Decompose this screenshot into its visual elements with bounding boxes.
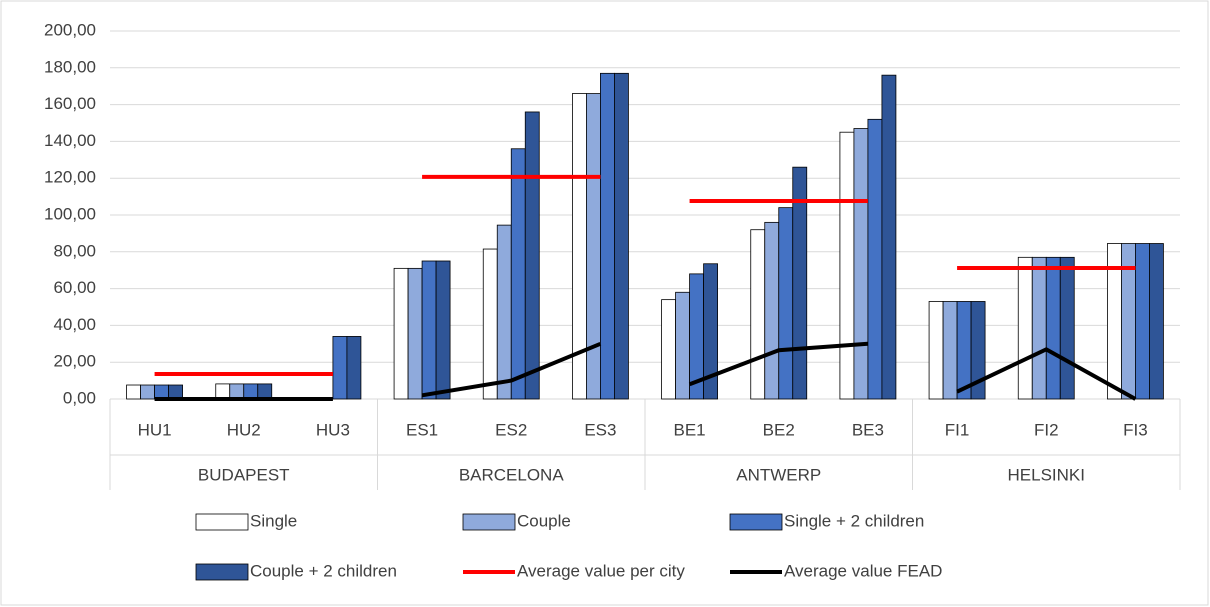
legend-label: Couple + 2 children bbox=[250, 561, 397, 580]
x-tick-label: FI3 bbox=[1123, 420, 1148, 439]
y-tick-label: 0,00 bbox=[63, 388, 96, 407]
bar bbox=[346, 336, 362, 400]
bar bbox=[970, 301, 986, 400]
y-tick-label: 120,00 bbox=[44, 168, 96, 187]
bar bbox=[881, 74, 897, 400]
bar bbox=[867, 118, 883, 400]
bar bbox=[510, 148, 526, 400]
bar bbox=[778, 207, 794, 400]
x-tick-label: ES1 bbox=[406, 420, 438, 439]
x-tick-label: ES2 bbox=[495, 420, 527, 439]
bar bbox=[1149, 243, 1164, 400]
legend-label: Average value FEAD bbox=[784, 561, 942, 580]
y-tick-label: 180,00 bbox=[44, 57, 96, 76]
bar bbox=[168, 384, 183, 400]
bar bbox=[140, 384, 155, 400]
legend-swatch bbox=[195, 513, 249, 531]
bar bbox=[257, 383, 273, 400]
bar bbox=[421, 260, 437, 400]
legend-label: Single + 2 children bbox=[784, 511, 924, 530]
bar bbox=[1045, 256, 1061, 400]
y-tick-label: 40,00 bbox=[53, 315, 96, 334]
bar bbox=[675, 291, 690, 400]
bar bbox=[839, 131, 855, 400]
bar bbox=[792, 166, 808, 400]
y-tick-label: 200,00 bbox=[44, 20, 96, 39]
bar bbox=[243, 383, 259, 400]
y-tick-label: 60,00 bbox=[53, 278, 96, 297]
y-tick-label: 20,00 bbox=[53, 352, 96, 371]
y-tick-label: 80,00 bbox=[53, 241, 96, 260]
x-tick-label: BE1 bbox=[674, 420, 706, 439]
bar bbox=[393, 267, 409, 400]
x-tick-label: BE2 bbox=[763, 420, 795, 439]
bar bbox=[229, 383, 245, 400]
bar bbox=[853, 128, 869, 400]
bar bbox=[332, 336, 348, 400]
bar bbox=[1135, 243, 1150, 400]
bar bbox=[764, 221, 780, 400]
bar bbox=[524, 111, 540, 400]
bar bbox=[703, 263, 718, 400]
bar bbox=[928, 301, 944, 400]
x-tick-label: HU3 bbox=[316, 420, 350, 439]
y-tick-label: 160,00 bbox=[44, 94, 96, 113]
line-series bbox=[956, 347, 1137, 401]
legend-label: Single bbox=[250, 511, 297, 530]
x-tick-label: HU2 bbox=[227, 420, 261, 439]
x-tick-label: ES3 bbox=[584, 420, 616, 439]
group-label: HELSINKI bbox=[1008, 465, 1085, 484]
legend-label: Average value per city bbox=[517, 561, 685, 580]
x-tick-label: FI1 bbox=[945, 420, 970, 439]
bar bbox=[942, 301, 958, 400]
bar bbox=[750, 229, 766, 400]
legend-label: Couple bbox=[517, 511, 571, 530]
legend-swatch bbox=[195, 563, 249, 581]
bar bbox=[126, 384, 141, 400]
x-tick-label: BE3 bbox=[852, 420, 884, 439]
bar bbox=[661, 299, 676, 400]
bar bbox=[1017, 256, 1033, 400]
y-tick-label: 100,00 bbox=[44, 204, 96, 223]
line-series bbox=[421, 341, 602, 398]
bar bbox=[407, 267, 423, 400]
bar bbox=[482, 248, 498, 400]
line-series bbox=[688, 341, 869, 387]
y-tick-label: 140,00 bbox=[44, 131, 96, 150]
bar bbox=[1031, 256, 1047, 400]
legend-swatch bbox=[462, 513, 516, 531]
x-tick-label: FI2 bbox=[1034, 420, 1059, 439]
group-label: ANTWERP bbox=[736, 465, 821, 484]
legend-swatch bbox=[729, 513, 783, 531]
bar bbox=[154, 384, 169, 400]
group-label: BARCELONA bbox=[459, 465, 565, 484]
bar bbox=[1059, 256, 1075, 400]
x-tick-label: HU1 bbox=[138, 420, 172, 439]
bar bbox=[435, 260, 451, 400]
bar bbox=[215, 383, 231, 400]
bar bbox=[586, 93, 601, 400]
bar bbox=[496, 224, 512, 400]
bar bbox=[600, 72, 615, 400]
group-label: BUDAPEST bbox=[198, 465, 290, 484]
bar bbox=[614, 72, 629, 400]
